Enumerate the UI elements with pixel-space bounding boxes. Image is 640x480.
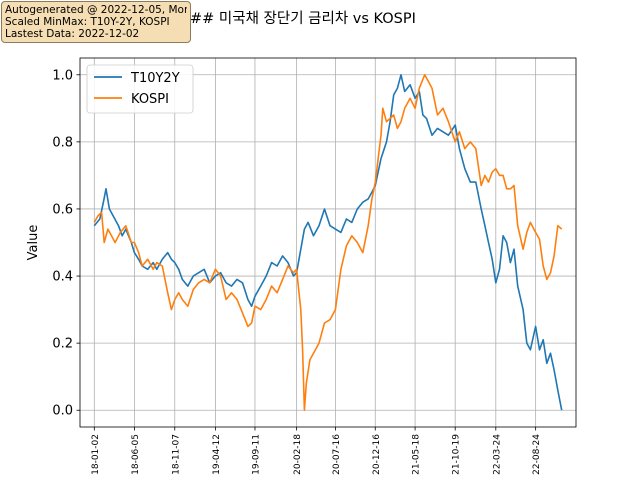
annotation-box: Autogenerated @ 2022-12-05, Monthly Scal… [1,1,191,43]
y-axis-label: Value [26,225,41,261]
y-tick-label: 0.6 [52,202,73,217]
annotation-line-1: Autogenerated @ 2022-12-05, Monthly [5,4,187,16]
y-tick-label: 0.4 [52,270,73,285]
x-tick-label: 22-08-24 [532,434,542,475]
x-tick-label: 21-10-19 [452,434,462,475]
x-tick-label: 18-06-05 [131,434,141,475]
legend-label-kospi: KOSPI [131,92,169,107]
x-tick-label: 21-05-18 [412,434,422,475]
y-tick-label: 0.2 [52,337,73,352]
x-tick-label: 20-07-16 [332,434,342,475]
x-tick-label: 19-04-12 [212,434,222,475]
x-tick-label: 19-09-11 [251,434,261,475]
x-tick-label: 18-01-02 [91,434,101,475]
chart-title: ## 미국채 장단기 금리차 vs KOSPI [190,11,416,27]
legend-label-t10y2y: T10Y2Y [130,71,180,86]
series-line-kospi [93,74,563,411]
y-tick-label: 0.8 [52,135,73,150]
x-tick-label: 22-03-24 [492,434,502,475]
annotation-line-3: Lastest Data: 2022-12-02 [5,28,140,40]
series-line-t10y2y [93,74,563,411]
plot-frame [79,57,577,428]
x-tick-label: 20-02-18 [293,434,303,475]
x-tick-label: 18-11-07 [171,434,181,475]
x-tick-label: 20-12-16 [372,434,382,475]
annotation-line-2: Scaled MinMax: T10Y-2Y, KOSPI [5,16,170,28]
y-tick-label: 1.0 [52,68,73,83]
y-tick-label: 0.0 [52,404,73,419]
